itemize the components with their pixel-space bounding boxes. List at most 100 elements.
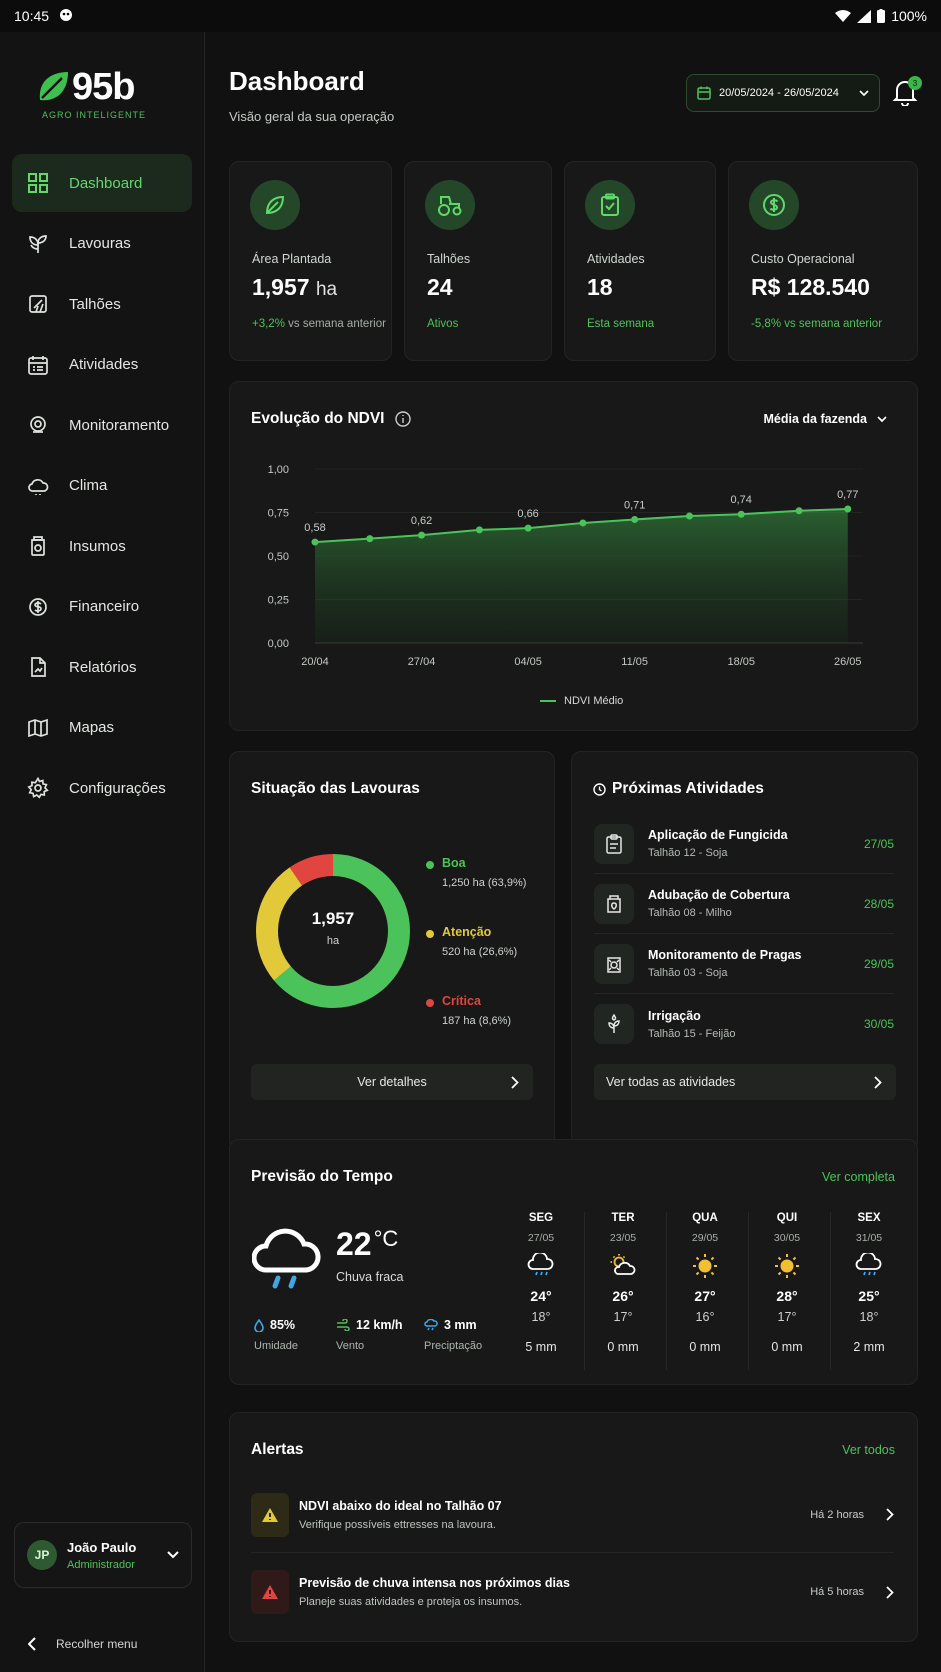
battery-icon [877, 9, 886, 23]
wind-icon [337, 1319, 350, 1331]
collapse-menu-button[interactable]: Recolher menu [28, 1637, 137, 1651]
activity-subtitle: Talhão 03 - Soja [648, 967, 728, 979]
ver-detalhes-button[interactable]: Ver detalhes [251, 1064, 533, 1100]
alert-title: NDVI abaixo do ideal no Talhão 07 [299, 1498, 502, 1513]
activity-item[interactable]: Irrigação Talhão 15 - Feijão 30/05 [594, 994, 894, 1054]
alerts-title: Alertas [251, 1441, 304, 1458]
status-time: 10:45 [14, 8, 50, 24]
temperature-unit: °C [373, 1226, 399, 1251]
kpi-card-area[interactable]: Área Plantada 1,957 ha +3,2% vs semana a… [229, 161, 392, 361]
date-range-picker[interactable]: 20/05/2024 - 26/05/2024 [686, 74, 880, 112]
x-tick-label: 18/05 [727, 656, 755, 668]
wifi-icon [835, 9, 852, 22]
proximas-atividades-card: Próximas Atividades Aplicação de Fungici… [571, 751, 918, 1151]
avatar: JP [27, 1540, 57, 1570]
legend-value: 1,250 ha (63,9%) [442, 877, 527, 889]
legend-dot [426, 999, 434, 1007]
ndvi-scope-select[interactable]: Média da fazenda [764, 412, 888, 426]
wind-label: Vento [336, 1340, 365, 1352]
kpi-label: Área Plantada [252, 252, 332, 266]
forecast-divider [666, 1212, 667, 1370]
alert-subtitle: Verifique possíveis ettresses na lavoura… [299, 1518, 496, 1531]
sidebar-item-label: Monitoramento [69, 416, 170, 434]
ver-detalhes-label: Ver detalhes [357, 1075, 427, 1089]
forecast-precipitation: 0 mm [771, 1340, 803, 1354]
kpi-value: 24 [427, 274, 453, 300]
alert-item[interactable]: Previsão de chuva intensa nos próximos d… [251, 1554, 894, 1630]
activity-date: 29/05 [863, 956, 894, 971]
sun-icon [775, 1254, 799, 1278]
date-range-value: 20/05/2024 - 26/05/2024 [719, 87, 839, 99]
tractor-icon [438, 196, 462, 216]
logo[interactable]: 95b AGRO INTELIGENTE [36, 66, 176, 126]
donut-center-value: 1,957 [311, 909, 355, 928]
sidebar-item-label: Talhões [69, 295, 121, 313]
activity-date: 28/05 [863, 896, 894, 911]
sidebar-item-relatorios[interactable]: Relatórios [12, 638, 192, 696]
forecast-divider [584, 1212, 585, 1370]
sidebar-item-label: Mapas [69, 719, 115, 736]
forecast-date: 31/05 [855, 1232, 883, 1244]
pest-icon [607, 956, 621, 973]
humidity-metric: 85% Umidade [254, 1318, 299, 1352]
sidebar-item-mapas[interactable]: Mapas [12, 699, 192, 757]
legend-value: 187 ha (8,6%) [442, 1015, 512, 1027]
sidebar-item-dashboard[interactable]: Dashboard [12, 154, 192, 212]
notifications-button[interactable]: 3 [892, 76, 922, 108]
donut-slice [256, 854, 410, 1008]
sidebar-item-label: Configurações [69, 779, 166, 797]
ver-completa-link[interactable]: Ver completa [822, 1170, 895, 1184]
ver-todas-atividades-button[interactable]: Ver todas as atividades [594, 1064, 896, 1100]
x-tick-label: 20/04 [301, 656, 329, 668]
sidebar-item-label: Dashboard [69, 174, 143, 192]
sidebar-item-clima[interactable]: Clima [12, 457, 192, 515]
sun-icon [693, 1254, 717, 1278]
forecast-date: 23/05 [609, 1232, 637, 1244]
forecast-day-name: QUI [776, 1212, 798, 1224]
sidebar-item-talhoes[interactable]: Talhões [12, 275, 192, 333]
forecast-day: QUI 30/05 28° 17° 0 mm [746, 1212, 828, 1354]
ver-todos-alerts-link[interactable]: Ver todos [842, 1443, 895, 1457]
ndvi-point [418, 531, 426, 539]
kpi-card-talhoes[interactable]: Talhões 24 Ativos [404, 161, 552, 361]
activity-subtitle: Talhão 08 - Milho [648, 907, 732, 919]
sidebar-item-monitoramento[interactable]: Monitoramento [12, 396, 192, 454]
gear-icon [27, 777, 49, 799]
partly-cloudy-icon [610, 1254, 636, 1275]
sidebar-item-label: Lavouras [69, 235, 131, 252]
forecast-high: 25° [858, 1288, 880, 1304]
kpi-card-custo[interactable]: Custo Operacional R$ 128.540 -5,8% vs se… [728, 161, 918, 361]
sidebar-item-lavouras[interactable]: Lavouras [12, 215, 192, 273]
legend-name: Crítica [442, 994, 481, 1008]
user-menu[interactable]: JP João Paulo Administrador [14, 1522, 192, 1588]
alert-item[interactable]: NDVI abaixo do ideal no Talhão 07 Verifiq… [251, 1477, 894, 1553]
chevron-down-icon [859, 89, 869, 96]
activity-item[interactable]: Aplicação de Fungicida Talhão 12 - Soja 2… [594, 814, 894, 874]
chevron-right-icon [886, 1585, 894, 1599]
sidebar-item-configuracoes[interactable]: Configurações [12, 759, 192, 817]
legend-item-atencao: Atenção 520 ha (26,6%) [426, 925, 526, 958]
donut-center-unit: ha [326, 935, 340, 947]
alert-subtitle: Planeje suas atividades e proteja os ins… [299, 1596, 523, 1608]
y-tick-label: 0,75 [268, 508, 289, 520]
chevron-right-icon [874, 1075, 882, 1089]
sidebar-item-financeiro[interactable]: Financeiro [12, 578, 192, 636]
forecast-high: 24° [530, 1288, 552, 1304]
rain-cloud-icon [855, 1253, 882, 1276]
kpi-card-atividades[interactable]: Atividades 18 Esta semana [564, 161, 716, 361]
y-tick-label: 1,00 [268, 464, 289, 476]
ndvi-legend: NDVI Médio [540, 695, 623, 707]
donut-slice [256, 854, 410, 1008]
forecast-low: 17° [613, 1310, 633, 1324]
activity-item[interactable]: Monitoramento de Pragas Talhão 03 - Soja … [594, 934, 894, 994]
x-tick-label: 11/05 [621, 656, 648, 668]
sidebar-item-atividades[interactable]: Atividades [12, 336, 192, 394]
info-icon[interactable] [394, 411, 411, 427]
ndvi-data-label: 0,58 [304, 522, 325, 534]
activity-item[interactable]: Adubação de Cobertura Talhão 08 - Milho 2… [594, 874, 894, 934]
sidebar-item-label: Financeiro [69, 598, 140, 615]
sidebar-item-insumos[interactable]: Insumos [12, 517, 192, 575]
forecast-day: QUA 29/05 27° 16° 0 mm [664, 1212, 746, 1354]
supplies-icon [31, 536, 45, 556]
forecast-day-name: QUA [692, 1212, 718, 1224]
